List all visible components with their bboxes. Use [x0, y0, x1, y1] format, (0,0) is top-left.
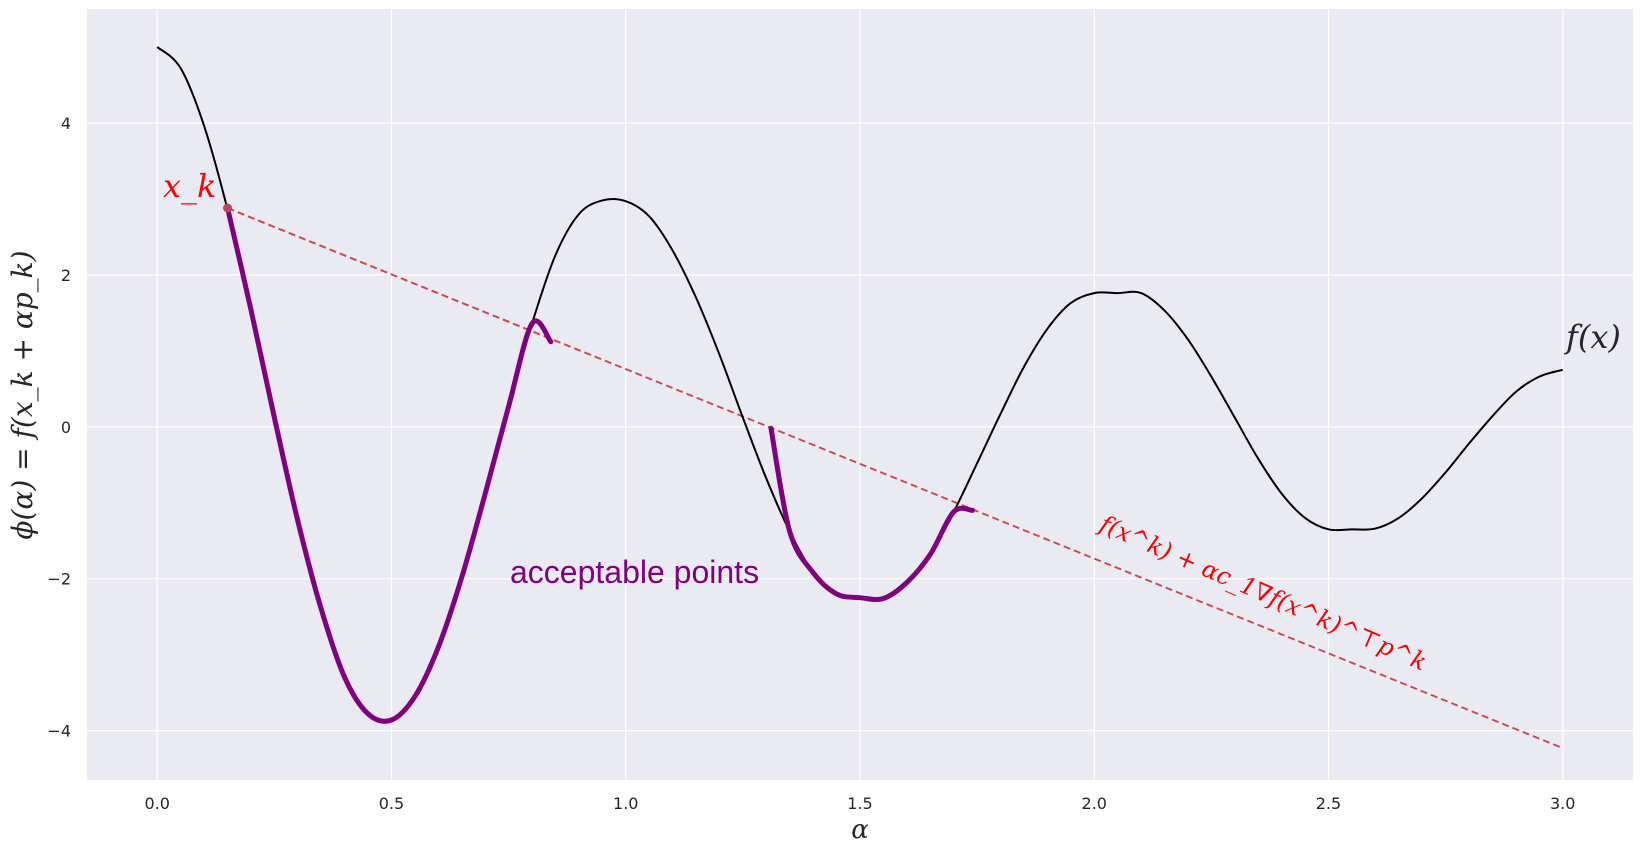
- x-tick-label: 2.5: [1316, 794, 1341, 813]
- x-axis-label: α: [851, 815, 869, 845]
- y-tick-label: −2: [47, 570, 71, 589]
- y-tick-label: 2: [61, 266, 71, 285]
- grid: [87, 9, 1633, 780]
- y-tick-labels: −4 −2 0 2 4: [47, 114, 71, 741]
- y-tick-label: 0: [61, 418, 71, 437]
- annotation-fx: f(x): [1564, 318, 1621, 356]
- start-point: [223, 203, 233, 213]
- armijo-line-layer: [227, 207, 1564, 750]
- x-tick-label: 3.0: [1550, 794, 1575, 813]
- x-tick-label: 2.0: [1082, 794, 1107, 813]
- acceptable-segment-1: [225, 205, 554, 724]
- y-axis-label: ϕ(α) = f(x_k + αp_k): [6, 250, 39, 539]
- annotation-xk: x_k: [163, 167, 216, 205]
- y-tick-label: 4: [61, 114, 71, 133]
- x-tick-label: 1.0: [613, 794, 638, 813]
- acceptable-segment-2: [768, 425, 975, 603]
- x-tick-label: 0.5: [379, 794, 404, 813]
- armijo-line: [227, 207, 1564, 750]
- x-tick-labels: 0.0 0.5 1.0 1.5 2.0 2.5 3.0: [145, 794, 1576, 813]
- x-tick-label: 1.5: [847, 794, 872, 813]
- x-tick-label: 0.0: [145, 794, 170, 813]
- y-tick-label: −4: [47, 722, 71, 741]
- acceptable-segments-layer: [225, 205, 975, 724]
- annotation-acceptable-points: acceptable points: [510, 554, 759, 590]
- start-point-layer: [223, 203, 233, 213]
